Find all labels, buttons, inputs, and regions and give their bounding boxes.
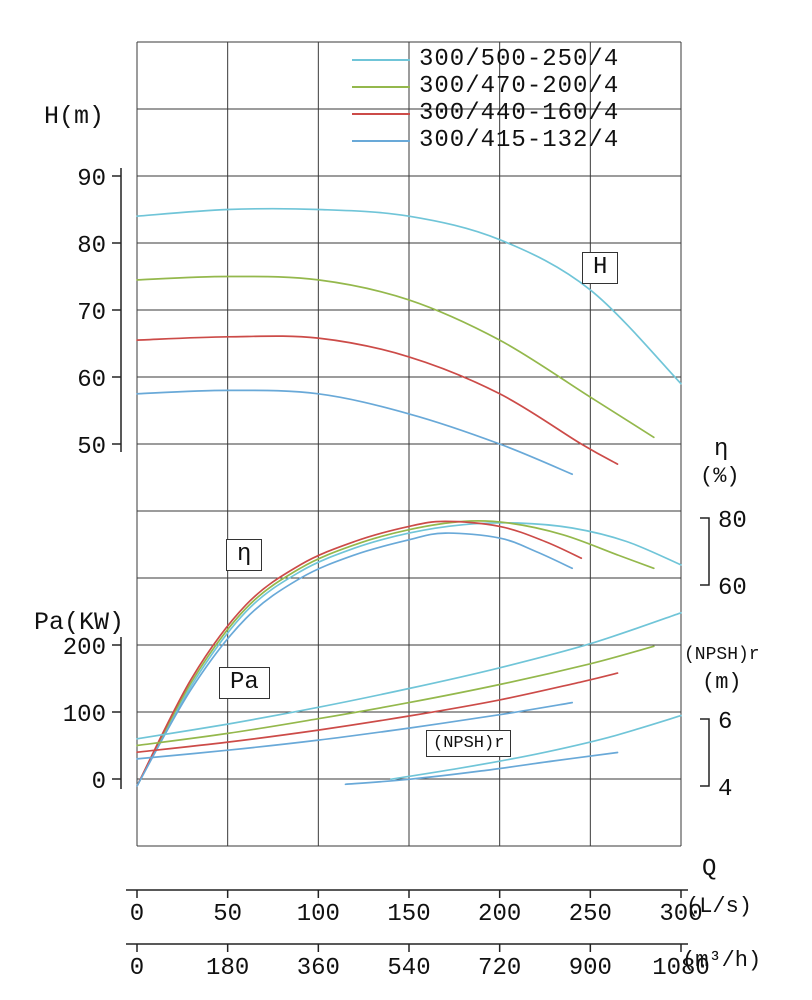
flow-ls-tick-label: 100 [297, 901, 340, 928]
flow-m3h-tick-label: 360 [297, 955, 340, 982]
legend-item: 300/500-250/4 [352, 46, 619, 73]
curve-head-300/470-200/4 [136, 275, 655, 439]
efficiency-tick-label: 80 [718, 508, 747, 535]
curve-power-300/500-250/4 [136, 611, 682, 740]
legend-swatch-line [352, 58, 410, 61]
flow-axis-symbol: Q [702, 856, 717, 883]
flow-m3h-tick-label: 1080 [652, 955, 710, 982]
legend-item: 300/470-200/4 [352, 73, 619, 100]
power-tick-label: 100 [63, 702, 106, 729]
flow-m3h-tick-label: 900 [569, 955, 612, 982]
npshr-axis-bracket [700, 718, 710, 787]
legend-item: 300/440-160/4 [352, 100, 619, 127]
curve-efficiency-300/440-160/4 [136, 520, 583, 787]
power-axis-title: Pa(KW) [34, 608, 125, 637]
npshr-axis-unit: (m) [702, 670, 742, 695]
efficiency-curves-label: η [226, 539, 263, 571]
power-tick-label: 200 [63, 635, 106, 662]
efficiency-tick-label: 60 [718, 575, 747, 602]
legend-item-label: 300/470-200/4 [419, 73, 620, 100]
power-curves-label: Pa [219, 667, 270, 699]
head-tick-label: 80 [77, 233, 106, 260]
flow-m3h-tick-label: 540 [387, 955, 430, 982]
head-tick-label: 70 [77, 300, 106, 327]
curve-efficiency-300/500-250/4 [136, 521, 682, 787]
npshr-axis-name: (NPSH)r [684, 645, 760, 665]
curve-efficiency-300/470-200/4 [136, 519, 655, 787]
power-tick-label: 0 [92, 769, 106, 796]
npshr-tick-label: 6 [718, 709, 732, 736]
curve-power-300/440-160/4 [136, 672, 619, 754]
efficiency-axis-unit: (%) [700, 464, 740, 489]
curve-head-300/440-160/4 [136, 335, 619, 465]
legend-swatch-line [352, 85, 410, 88]
flow-axis-unit-ls: (L/s) [686, 894, 753, 919]
flow-m3h-tick-label: 720 [478, 955, 521, 982]
curve-power-300/415-132/4 [136, 701, 574, 760]
npshr-curves-label: (NPSH)r [426, 730, 512, 757]
head-curves-label: H [582, 252, 619, 284]
npshr-tick-label: 4 [718, 776, 732, 803]
flow-ls-tick-label: 0 [130, 901, 144, 928]
efficiency-axis-symbol: η [714, 436, 729, 463]
head-tick-label: 90 [77, 166, 106, 193]
legend-item-label: 300/415-132/4 [419, 127, 620, 154]
legend-swatch-line [352, 139, 410, 142]
legend-item-label: 300/500-250/4 [419, 46, 620, 73]
flow-ls-tick-label: 250 [569, 901, 612, 928]
flow-ls-tick-label: 300 [659, 901, 702, 928]
head-tick-label: 60 [77, 367, 106, 394]
legend-swatch-line [352, 112, 410, 115]
flow-ls-tick-label: 150 [387, 901, 430, 928]
flow-m3h-tick-label: 180 [206, 955, 249, 982]
curve-efficiency-300/415-132/4 [136, 532, 574, 787]
flow-axis-unit-m3h: (m³/h) [682, 948, 762, 973]
curve-power-300/470-200/4 [136, 645, 655, 747]
curve-head-300/415-132/4 [136, 389, 574, 476]
flow-ls-tick-label: 50 [213, 901, 242, 928]
efficiency-axis-bracket [700, 517, 710, 586]
head-axis-title: H(m) [44, 102, 105, 131]
curve-head-300/500-250/4 [136, 207, 682, 385]
legend-item-label: 300/440-160/4 [419, 100, 620, 127]
curve-npshr-300/500-250/4 [390, 714, 682, 781]
legend-item: 300/415-132/4 [352, 127, 619, 154]
head-tick-label: 50 [77, 434, 106, 461]
flow-m3h-tick-label: 0 [130, 955, 144, 982]
legend: 300/500-250/4 300/470-200/4 300/440-160/4 3… [352, 46, 619, 154]
curve-npshr-300/415-132/4 [344, 751, 619, 786]
flow-ls-tick-label: 200 [478, 901, 521, 928]
